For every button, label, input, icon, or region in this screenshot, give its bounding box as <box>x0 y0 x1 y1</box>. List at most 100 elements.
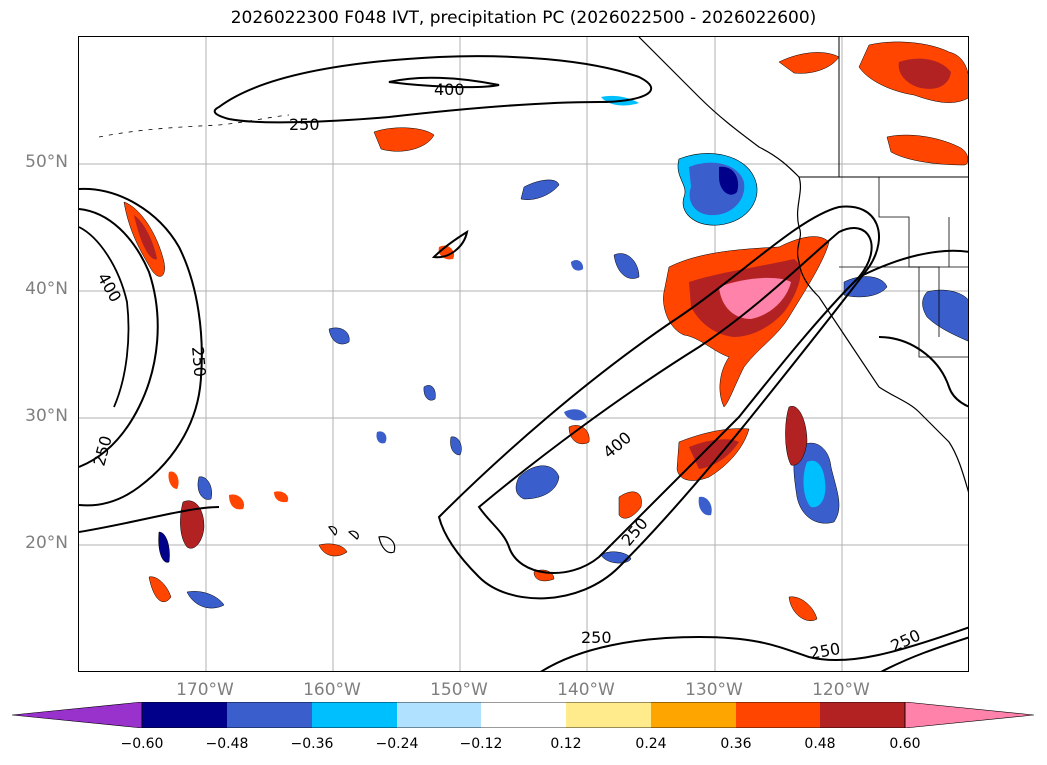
precip-blob <box>376 431 387 444</box>
colorbar-tick: −0.24 <box>375 736 419 752</box>
precip-blob <box>423 385 436 401</box>
colorbar-segment <box>736 702 820 728</box>
colorbar-frame <box>141 702 906 728</box>
colorbar-segment <box>397 702 481 728</box>
ivt-contour-250 <box>858 249 968 278</box>
contour-label: 250 <box>581 628 612 647</box>
precip-blob <box>719 277 791 319</box>
lon-label-130w: 130°W <box>685 680 743 700</box>
contour-label: 400 <box>434 80 465 99</box>
precip-blob <box>373 127 435 152</box>
ivt-contour-250 <box>878 336 968 408</box>
hawaii-island <box>378 536 396 554</box>
ivt-contour-250 <box>880 636 968 671</box>
ivt-contour-250 <box>79 187 203 507</box>
colorbar-tick: 0.60 <box>889 736 921 752</box>
ivt-contour-250 <box>79 506 220 533</box>
precip-blob <box>450 436 462 456</box>
contour-label: 250 <box>888 625 924 655</box>
hawaii-island <box>328 526 338 536</box>
precip-blob <box>600 551 632 564</box>
colorbar-segment <box>481 702 566 728</box>
ivt-contour-250 <box>540 626 968 671</box>
precip-blob <box>274 491 289 503</box>
lon-label-160w: 160°W <box>303 680 361 700</box>
precip-blob <box>803 460 826 508</box>
precip-blob <box>180 500 205 549</box>
lat-label-30n: 30°N <box>25 406 68 426</box>
colorbar-segment <box>312 702 397 728</box>
map-title: 2026022300 F048 IVT, precipitation PC (2… <box>230 8 817 28</box>
colorbar-tick: 0.24 <box>635 736 667 752</box>
precip-blob <box>515 465 560 500</box>
precip-blob <box>618 491 642 519</box>
precip-negative-regions <box>158 95 968 609</box>
precip-blob <box>898 58 951 89</box>
map-panel[interactable]: 400 250 400 250 250 400 250 250 250 250 <box>78 36 969 672</box>
colorbar-tick: −0.12 <box>459 736 503 752</box>
lon-label-170w: 170°W <box>176 680 234 700</box>
precip-blob <box>148 576 172 602</box>
colorbar <box>12 702 1034 728</box>
ivt-contour-400 <box>431 229 469 259</box>
lat-label-50n: 50°N <box>25 152 68 172</box>
precip-blob <box>229 494 245 510</box>
ivt-contour-400 <box>477 227 873 574</box>
precip-blob <box>886 134 968 166</box>
lat-label-40n: 40°N <box>25 279 68 299</box>
precip-blob <box>568 425 590 445</box>
ivt-contour-400-inner2 <box>79 226 130 408</box>
ivt-contour-400-inner <box>79 208 159 468</box>
precip-blob <box>719 166 739 195</box>
ivt-contour-250 <box>213 55 653 124</box>
colorbar-segment <box>820 702 905 728</box>
contour-label: 400 <box>599 428 635 462</box>
colorbar-segment <box>651 702 736 728</box>
precip-blob <box>134 215 157 260</box>
contour-labels: 400 250 400 250 250 400 250 250 250 250 <box>90 80 924 663</box>
colorbar-segment <box>566 702 651 728</box>
map-canvas: 400 250 400 250 250 400 250 250 250 250 <box>79 37 968 671</box>
hawaii-island <box>347 530 359 540</box>
precip-blob <box>698 496 712 516</box>
colorbar-extend-right <box>904 702 1034 728</box>
colorbar-tick: −0.48 <box>205 736 249 752</box>
ivt-contour-250 <box>437 205 880 600</box>
precip-blob <box>922 289 968 342</box>
precip-positive-regions <box>123 41 968 621</box>
colorbar-tick: 0.48 <box>804 736 836 752</box>
ivt-contours <box>79 55 968 671</box>
precip-blob <box>328 327 350 345</box>
precip-blob <box>778 52 840 74</box>
contour-label: 250 <box>618 514 652 550</box>
precip-blob <box>168 471 179 489</box>
colorbar-tick: −0.36 <box>290 736 334 752</box>
lon-label-140w: 140°W <box>557 680 615 700</box>
colorbar-tick: 0.36 <box>720 736 752 752</box>
colorbar-extend-left <box>12 702 143 728</box>
contour-label: 250 <box>289 115 320 134</box>
precip-blob <box>158 531 170 563</box>
precip-blob <box>564 409 587 421</box>
colorbar-segment <box>142 702 227 728</box>
lat-label-20n: 20°N <box>25 533 68 553</box>
contour-label: 250 <box>90 434 116 468</box>
na-coastline <box>638 37 968 493</box>
lon-label-150w: 150°W <box>430 680 488 700</box>
colorbar-tick: 0.12 <box>550 736 582 752</box>
precip-blob <box>197 476 212 500</box>
precip-blob <box>318 543 348 557</box>
gridlines <box>79 37 968 671</box>
precip-blob <box>186 591 225 609</box>
state-border <box>839 266 940 337</box>
ivt-contour-400 <box>388 76 500 89</box>
colorbar-tick: −0.60 <box>120 736 164 752</box>
precip-blob <box>571 259 584 271</box>
precip-blob <box>613 253 640 279</box>
lon-label-120w: 120°W <box>812 680 870 700</box>
precip-blob <box>788 596 818 621</box>
aleutian-islands <box>98 114 290 138</box>
state-border <box>918 267 968 358</box>
contour-label: 250 <box>188 346 210 378</box>
precip-blob <box>785 406 808 466</box>
